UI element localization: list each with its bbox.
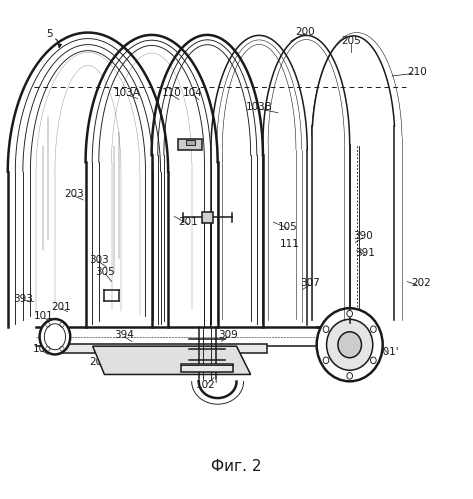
Text: 105: 105 — [278, 222, 298, 232]
Polygon shape — [93, 346, 251, 374]
Ellipse shape — [370, 326, 376, 332]
Ellipse shape — [347, 310, 352, 317]
Ellipse shape — [317, 308, 383, 381]
Text: 104: 104 — [183, 88, 203, 98]
Text: 202: 202 — [412, 278, 431, 288]
Ellipse shape — [338, 332, 361, 358]
Text: 101: 101 — [34, 311, 54, 321]
Polygon shape — [52, 344, 267, 353]
Text: 201: 201 — [51, 302, 71, 312]
Ellipse shape — [370, 357, 376, 364]
Bar — [178, 139, 202, 150]
Ellipse shape — [40, 319, 70, 354]
Text: 307: 307 — [300, 278, 319, 288]
Text: 102': 102' — [196, 380, 219, 390]
Text: 202: 202 — [89, 357, 109, 367]
Text: 391: 391 — [355, 249, 375, 258]
Text: 394: 394 — [114, 330, 134, 340]
Text: Фиг. 2: Фиг. 2 — [211, 459, 262, 474]
Bar — [201, 212, 213, 223]
Text: 103A: 103A — [114, 88, 140, 98]
Bar — [185, 140, 195, 145]
Text: 390: 390 — [353, 232, 373, 242]
Text: 111: 111 — [280, 239, 299, 249]
Text: 5: 5 — [46, 28, 53, 38]
Text: 103B: 103B — [245, 102, 272, 112]
Text: 203: 203 — [64, 189, 84, 199]
Text: 303: 303 — [89, 255, 109, 265]
Text: 304: 304 — [334, 321, 354, 331]
Text: 201: 201 — [178, 217, 198, 227]
Bar — [181, 364, 233, 372]
Text: 210: 210 — [407, 67, 427, 77]
Ellipse shape — [347, 373, 352, 379]
Text: 305: 305 — [96, 267, 115, 277]
Text: 106: 106 — [122, 359, 142, 369]
Text: 110: 110 — [162, 88, 181, 98]
Text: 393: 393 — [13, 294, 33, 304]
Text: 205: 205 — [341, 36, 360, 46]
Ellipse shape — [323, 357, 329, 364]
Text: 102: 102 — [32, 344, 52, 354]
Text: 309: 309 — [218, 330, 238, 340]
Ellipse shape — [323, 326, 329, 332]
Text: 101': 101' — [377, 347, 400, 357]
Ellipse shape — [326, 319, 373, 370]
Text: 200: 200 — [295, 26, 315, 36]
